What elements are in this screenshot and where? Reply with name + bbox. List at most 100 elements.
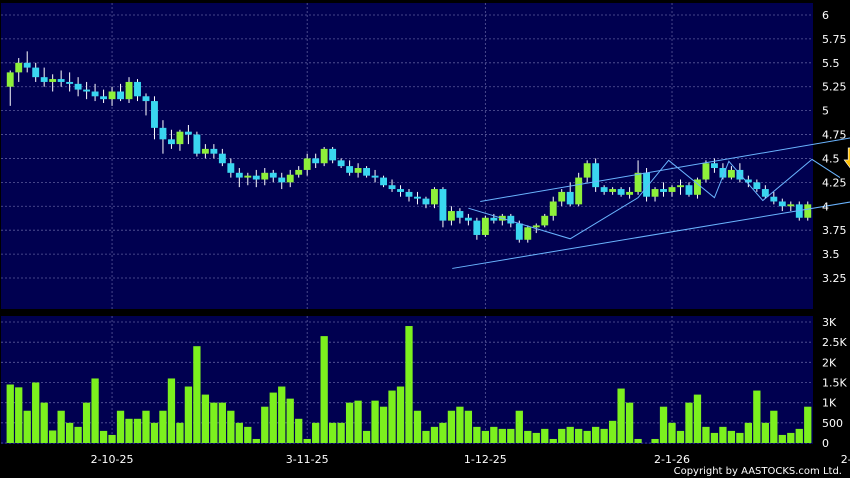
volume-bar xyxy=(744,422,753,443)
volume-bar xyxy=(770,410,778,443)
candle-body xyxy=(91,91,99,97)
candle xyxy=(600,185,608,195)
candle xyxy=(609,187,617,195)
volume-bar xyxy=(524,430,532,443)
volume-bar xyxy=(142,410,150,443)
candle-body xyxy=(447,211,455,221)
candle-body xyxy=(575,177,583,205)
candle-body xyxy=(464,217,472,221)
volume-bar xyxy=(575,428,583,443)
candle xyxy=(227,158,235,178)
volume-tick-label: 1K xyxy=(822,397,837,410)
volume-bar xyxy=(685,402,693,443)
candle xyxy=(15,58,23,82)
volume-bar xyxy=(125,418,133,443)
candle-body xyxy=(252,175,260,180)
volume-tick-label: 2K xyxy=(822,356,837,369)
volume-bar xyxy=(659,406,668,443)
candle-body xyxy=(32,67,40,78)
candle-body xyxy=(770,196,778,202)
candle-body xyxy=(397,189,404,192)
candle-body xyxy=(422,198,430,205)
candle xyxy=(168,129,175,149)
candle-body xyxy=(481,217,489,235)
candle-body xyxy=(456,211,464,218)
candle xyxy=(727,166,735,180)
volume-bar xyxy=(753,390,761,443)
candle xyxy=(346,160,354,176)
candle xyxy=(6,70,14,106)
volume-bar xyxy=(6,384,14,443)
volume-bar xyxy=(91,378,99,443)
volume-bar xyxy=(133,418,142,443)
candle xyxy=(388,179,396,192)
volume-bar xyxy=(693,394,702,443)
candle xyxy=(218,148,226,167)
candle-body xyxy=(125,81,133,100)
candle xyxy=(252,169,260,188)
candle-body xyxy=(15,62,23,73)
volume-bar xyxy=(727,430,736,443)
candle xyxy=(23,51,31,73)
volume-bar xyxy=(57,410,65,443)
candle-body xyxy=(651,189,659,197)
candle-body xyxy=(778,201,786,207)
candle xyxy=(278,172,286,190)
volume-bar xyxy=(447,410,456,443)
candle xyxy=(371,169,379,183)
candle-body xyxy=(592,163,600,188)
candle-body xyxy=(210,148,218,154)
candle-body xyxy=(193,134,201,154)
candle xyxy=(575,172,583,207)
candle xyxy=(40,67,48,87)
annotations xyxy=(843,147,850,169)
volume-bar xyxy=(201,394,210,443)
candle-body xyxy=(694,179,701,195)
candle-body xyxy=(507,215,515,224)
candle xyxy=(677,179,684,195)
candle-body xyxy=(354,168,362,173)
candle xyxy=(184,124,192,145)
volume-bar xyxy=(74,426,82,443)
candle xyxy=(312,153,320,169)
candle xyxy=(524,225,532,243)
candle xyxy=(193,131,201,157)
volume-bar xyxy=(345,402,354,443)
volume-bar xyxy=(40,402,48,443)
candle-body xyxy=(753,182,761,190)
volume-bar xyxy=(456,406,464,443)
candle-body xyxy=(600,187,608,192)
volume-bar xyxy=(261,406,269,443)
candle-body xyxy=(405,191,413,197)
volume-bar xyxy=(235,422,243,443)
candle-body xyxy=(660,189,667,192)
candle-body xyxy=(57,79,65,82)
candle xyxy=(617,187,625,197)
candle xyxy=(134,79,141,102)
volume-tick-label: 0 xyxy=(822,437,829,450)
volume-bar xyxy=(778,434,786,443)
volume-bar xyxy=(566,426,574,443)
candle-body xyxy=(117,91,124,100)
volume-bar xyxy=(676,430,685,443)
copyright-text: Copyright by AASTOCKS.com Ltd. xyxy=(673,466,842,477)
volume-bar xyxy=(507,428,515,443)
candle xyxy=(447,206,455,226)
candle xyxy=(515,220,523,243)
candle xyxy=(473,217,481,240)
candle-body xyxy=(617,189,625,195)
volume-bar xyxy=(337,422,345,443)
price-tick-label: 5.75 xyxy=(822,33,847,46)
candle xyxy=(660,182,667,197)
candle-body xyxy=(566,191,574,205)
volume-tick-label: 2.5K xyxy=(822,336,847,349)
candle-body xyxy=(303,158,311,170)
candle xyxy=(57,70,65,87)
candle-body xyxy=(235,172,243,178)
candle xyxy=(337,158,345,169)
volume-bar xyxy=(702,426,710,443)
price-axis: 6 5.75 5.5 5.25 5 4.75 4.5 4.25 4 3.75 3.5 3.25 xyxy=(822,9,847,285)
candle-body xyxy=(524,227,532,240)
candle-body xyxy=(710,163,718,169)
volume-axis: 3K 2.5K 2K 1.5K 1K 500 0 xyxy=(822,316,847,450)
